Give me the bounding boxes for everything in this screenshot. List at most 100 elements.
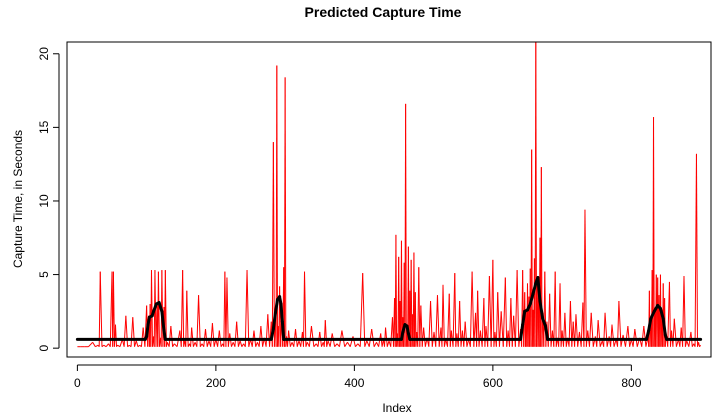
series-1-segment (538, 299, 545, 321)
series-0-segment (373, 342, 377, 347)
series-0-segment (487, 276, 490, 347)
series-0-segment (130, 317, 134, 347)
series-1-segment (544, 324, 550, 341)
series-0-segment (265, 314, 269, 347)
series-0-segment (326, 340, 329, 347)
series-0-segment (611, 324, 615, 347)
series-0-segment (423, 327, 426, 347)
series-0-segment (355, 343, 359, 348)
series-0-segment (255, 342, 258, 347)
plot-frame (66, 41, 712, 358)
series-0-segment (305, 342, 308, 347)
series-0-segment (442, 284, 445, 347)
y-tick-label: 20 (37, 47, 51, 61)
series-1-segment (160, 309, 166, 332)
series-0-segment (267, 314, 271, 347)
series-1-segment (647, 317, 653, 332)
series-0 (77, 42, 702, 348)
series-0-segment (99, 271, 103, 347)
series-0-segment (191, 327, 194, 347)
series-1 (75, 276, 703, 341)
series-0-segment (364, 340, 368, 347)
series-0-segment (695, 153, 698, 347)
series-0-segment (683, 276, 686, 347)
series-0-segment (464, 321, 468, 347)
series-0-segment (414, 292, 417, 347)
series-0-segment (172, 343, 175, 347)
x-tick-label: 0 (74, 376, 81, 390)
series-0-segment (258, 326, 262, 347)
series-0-segment (135, 340, 139, 347)
series-1-segment (658, 306, 665, 321)
series-0-segment (672, 318, 675, 347)
series-0-segment (284, 77, 287, 347)
series-0-segment (230, 342, 234, 347)
series-0-segment (206, 340, 210, 347)
series-0-segment (359, 273, 364, 347)
x-tick-label: 400 (344, 376, 364, 390)
y-axis-label: Capture Time, in Seconds (11, 130, 25, 268)
series-1-segment (528, 292, 535, 306)
series-0-segment (192, 342, 196, 347)
series-0-segment (344, 342, 348, 347)
series-0-segment (597, 320, 601, 347)
y-tick-label: 15 (37, 120, 51, 134)
series-0-segment (673, 318, 677, 347)
series-0-segment (624, 326, 629, 347)
series-0-segment (236, 321, 239, 347)
series-0-segment (132, 317, 136, 347)
series-0-segment (127, 344, 130, 348)
series-0-segment (385, 327, 388, 347)
series-0-segment (463, 321, 466, 347)
series-0-segment (101, 344, 105, 348)
series-0-segment (234, 321, 238, 347)
series-0-segment (395, 234, 398, 347)
series-0-segment (366, 340, 370, 347)
series-0-segment (421, 327, 425, 347)
chart-title: Predicted Capture Time (305, 4, 462, 20)
series-0-segment (531, 149, 533, 347)
series-0-segment (574, 314, 577, 347)
series-0-segment (492, 259, 495, 347)
series-0-segment (226, 277, 229, 347)
series-0-segment (88, 341, 93, 348)
series-0-segment (140, 327, 144, 347)
series-1-segment (145, 323, 150, 338)
series-0-segment (105, 343, 109, 348)
series-0-segment (599, 340, 603, 347)
series-0-segment (559, 283, 562, 347)
series-0-segment (237, 340, 241, 347)
series-0-segment (304, 271, 307, 347)
series-1-segment (661, 317, 667, 337)
x-axis-label: Index (382, 401, 411, 415)
x-tick-label: 600 (483, 376, 503, 390)
series-1-segment (273, 298, 280, 315)
series-0-segment (182, 270, 185, 347)
series-0-segment (260, 326, 264, 347)
series-0-segment (92, 342, 96, 347)
series-0-segment (134, 340, 137, 347)
series-1-segment (269, 327, 275, 341)
series-0-segment (95, 344, 99, 348)
series-0-segment (502, 277, 506, 347)
series-0-segment (495, 292, 499, 347)
series-0-segment (347, 342, 351, 347)
series-0-segment (698, 342, 701, 347)
y-axis: 0 5 10 15 20 (37, 47, 60, 352)
series-0-segment (296, 340, 300, 347)
series-0-segment (210, 323, 213, 347)
series-0-segment (112, 271, 115, 347)
series-0-segment (310, 326, 315, 347)
y-tick-label: 0 (37, 345, 51, 352)
series-0-segment (504, 277, 508, 347)
series-0-segment (469, 271, 473, 347)
x-tick-label: 200 (206, 376, 226, 390)
series-0-segment (653, 117, 655, 347)
series-0-segment (405, 103, 407, 347)
series-0-segment (603, 312, 606, 347)
y-tick-label: 5 (37, 271, 51, 278)
series-0-segment (564, 312, 567, 347)
series-0-segment (471, 271, 475, 347)
series-0-segment (173, 343, 178, 348)
